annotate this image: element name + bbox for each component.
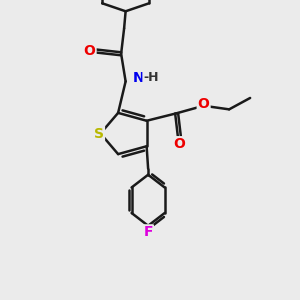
Text: O: O [198, 97, 210, 111]
Text: O: O [84, 44, 96, 58]
Text: F: F [143, 225, 153, 239]
Text: N: N [132, 71, 144, 85]
Text: S: S [94, 127, 104, 140]
Text: -H: -H [143, 71, 159, 84]
Text: O: O [174, 137, 186, 151]
